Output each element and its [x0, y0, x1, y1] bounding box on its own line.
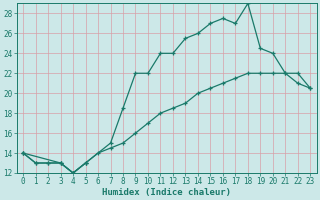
X-axis label: Humidex (Indice chaleur): Humidex (Indice chaleur) [102, 188, 231, 197]
